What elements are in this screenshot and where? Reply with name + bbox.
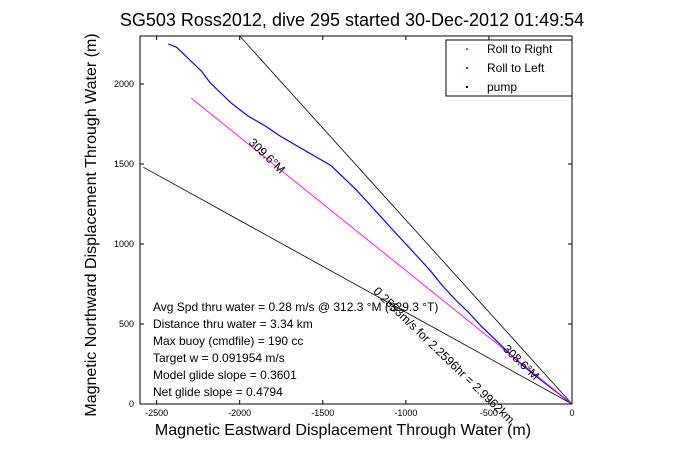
x-tick-label: -1000 [394, 408, 417, 418]
summary-line: Avg Spd thru water = 0.28 m/s @ 312.3 °M… [153, 300, 438, 314]
legend: Roll to Right Roll to Left pump [445, 39, 573, 97]
series-line-1 [168, 43, 573, 405]
plot-frame [139, 35, 573, 405]
x-tick-label: 0 [569, 408, 574, 418]
x-tick-label: -2500 [145, 408, 168, 418]
x-tick-label: -500 [480, 408, 498, 418]
summary-line: Distance thru water = 3.34 km [153, 317, 313, 331]
chart-title: SG503 Ross2012, dive 295 started 30-Dec-… [120, 10, 584, 30]
reference-line-1 [239, 35, 573, 405]
legend-marker [466, 67, 468, 69]
y-tick-label: 0 [129, 399, 134, 409]
summary-line: Net glide slope = 0.4794 [153, 385, 283, 399]
legend-label: Roll to Right [487, 42, 553, 56]
plot-area [139, 35, 573, 405]
legend-marker [466, 48, 468, 50]
y-tick-label: 1000 [114, 239, 134, 249]
y-tick-label: 1500 [114, 159, 134, 169]
summary-line: Target w = 0.091954 m/s [153, 351, 285, 365]
x-tick-label: -2000 [228, 408, 251, 418]
legend-label: pump [487, 80, 517, 94]
legend-marker [466, 86, 468, 88]
summary-line: Model glide slope = 0.3601 [153, 368, 297, 382]
x-axis-label: Magnetic Eastward Displacement Through W… [155, 422, 531, 439]
y-tick-label: 2000 [114, 79, 134, 89]
reference-line-2 [143, 166, 573, 405]
x-tick-label: -1500 [311, 408, 334, 418]
summary-line: Max buoy (cmdfile) = 190 cc [153, 334, 303, 348]
summary-box: Avg Spd thru water = 0.28 m/s @ 312.3 °M… [153, 300, 438, 399]
series-line-2 [191, 98, 573, 405]
y-axis-label: Magnetic Northward Displacement Through … [83, 33, 100, 416]
legend-label: Roll to Left [487, 61, 545, 75]
y-tick-label: 500 [119, 319, 134, 329]
